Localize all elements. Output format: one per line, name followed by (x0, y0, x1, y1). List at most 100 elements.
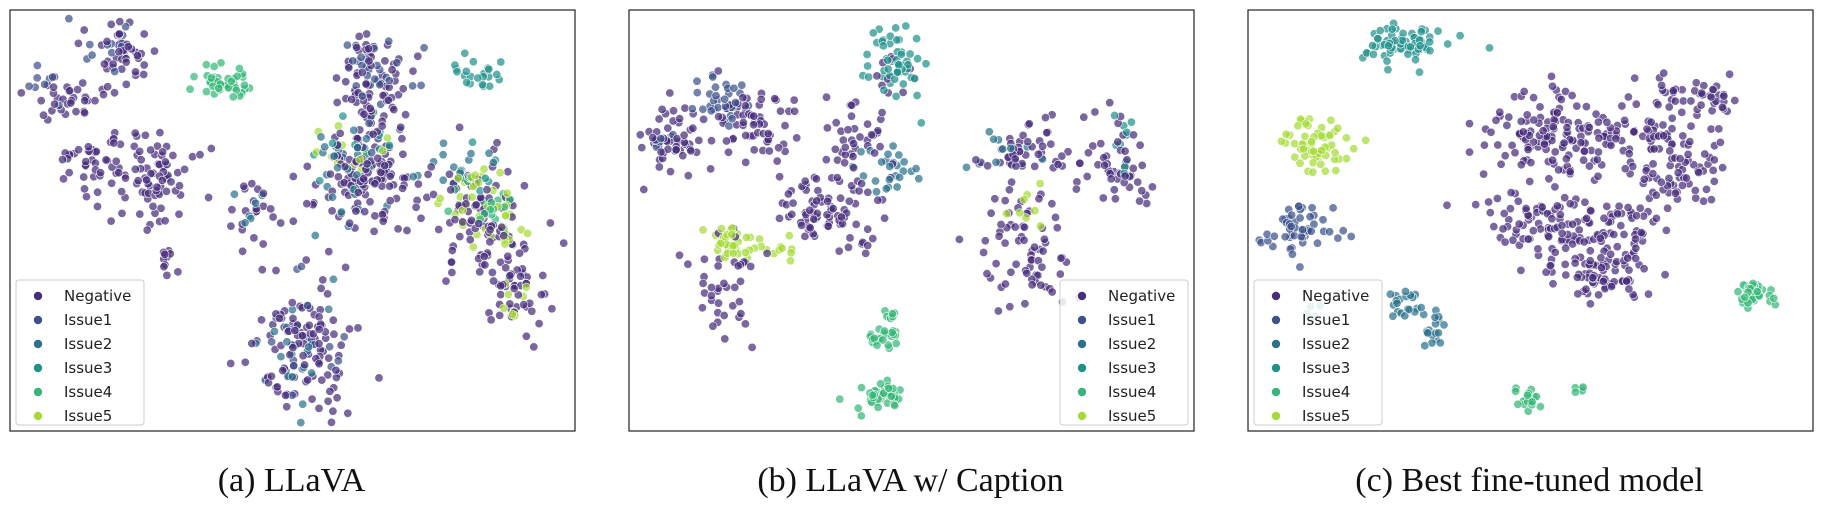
point-issue2 (914, 174, 924, 184)
point-issue5 (1317, 131, 1327, 141)
plot-frame (628, 9, 1195, 432)
point-issue3 (891, 91, 901, 101)
point-issue4 (1570, 387, 1580, 397)
point-negative (474, 219, 484, 229)
point-negative (505, 299, 515, 309)
point-negative (1010, 154, 1020, 164)
point-negative (831, 118, 841, 128)
point-issue5 (1298, 144, 1308, 154)
point-negative (258, 188, 268, 198)
point-negative (749, 111, 759, 121)
point-negative (1632, 211, 1642, 221)
point-negative (830, 144, 840, 154)
point-issue2 (320, 142, 330, 152)
point-negative (380, 56, 390, 66)
point-issue2 (329, 151, 339, 161)
point-issue4 (878, 335, 888, 345)
point-issue4 (1578, 382, 1588, 392)
point-negative (257, 265, 267, 275)
point-issue3 (1415, 67, 1425, 77)
point-negative (131, 67, 141, 77)
point-negative (318, 275, 328, 285)
point-negative (656, 147, 666, 157)
point-negative (954, 234, 964, 244)
point-negative (327, 206, 337, 216)
point-negative (994, 231, 1004, 241)
point-issue4 (883, 340, 893, 350)
point-issue2 (1420, 341, 1430, 351)
point-negative (1491, 115, 1501, 125)
point-negative (674, 250, 684, 260)
point-negative (482, 185, 492, 195)
point-issue5 (1300, 131, 1310, 141)
point-negative (877, 108, 887, 118)
point-negative (1030, 161, 1040, 171)
point-negative (1042, 128, 1052, 138)
point-negative (775, 172, 785, 182)
point-issue1 (729, 83, 739, 93)
point-issue4 (857, 383, 867, 393)
point-negative (1508, 235, 1518, 245)
point-negative (447, 246, 457, 256)
point-negative (1581, 102, 1591, 112)
point-negative (385, 181, 395, 191)
point-negative (139, 60, 149, 70)
point-negative (1528, 226, 1538, 236)
point-negative (1606, 140, 1616, 150)
point-negative (288, 216, 298, 226)
point-negative (335, 128, 345, 138)
point-negative (800, 176, 810, 186)
point-issue1 (392, 58, 402, 68)
point-negative (344, 324, 354, 334)
point-negative (1611, 134, 1621, 144)
point-negative (840, 158, 850, 168)
point-negative (1038, 141, 1048, 151)
point-negative (1624, 265, 1634, 275)
point-negative (247, 338, 257, 348)
point-negative (475, 267, 485, 277)
point-negative (678, 151, 688, 161)
point-issue1 (342, 40, 352, 50)
point-issue2 (911, 164, 921, 174)
point-negative (1516, 116, 1526, 126)
point-negative (1706, 92, 1716, 102)
legend-marker-issue2 (33, 339, 43, 349)
point-negative (369, 226, 379, 236)
point-negative (863, 224, 873, 234)
point-negative (323, 289, 333, 299)
point-issue2 (466, 149, 476, 159)
legend-label-issue2: Issue2 (1302, 335, 1350, 353)
point-negative (323, 370, 333, 380)
point-negative (688, 123, 698, 133)
point-issue5 (1290, 152, 1300, 162)
point-negative (749, 120, 759, 130)
legend-label-issue4: Issue4 (64, 383, 112, 401)
point-issue4 (1522, 390, 1532, 400)
point-negative (1046, 139, 1056, 149)
point-negative (668, 106, 678, 116)
point-issue1 (720, 94, 730, 104)
point-issue2 (336, 207, 346, 217)
point-negative (1636, 228, 1646, 238)
point-issue3 (894, 60, 904, 70)
point-negative (1585, 256, 1595, 266)
point-negative (1649, 144, 1659, 154)
point-negative (307, 394, 317, 404)
point-negative (226, 358, 236, 368)
point-negative (1639, 174, 1649, 184)
point-negative (495, 310, 505, 320)
point-negative (1024, 119, 1034, 129)
point-negative (370, 211, 380, 221)
point-negative (1557, 228, 1567, 238)
point-issue3 (1373, 34, 1383, 44)
point-negative (1496, 159, 1506, 169)
point-negative (1000, 196, 1010, 206)
point-negative (152, 182, 162, 192)
point-negative (378, 216, 388, 226)
point-negative (1691, 78, 1701, 88)
point-negative (1548, 122, 1558, 132)
point-issue5 (1341, 154, 1351, 164)
point-issue2 (1433, 328, 1443, 338)
point-issue3 (315, 176, 325, 186)
legend-marker-negative (1271, 291, 1281, 301)
